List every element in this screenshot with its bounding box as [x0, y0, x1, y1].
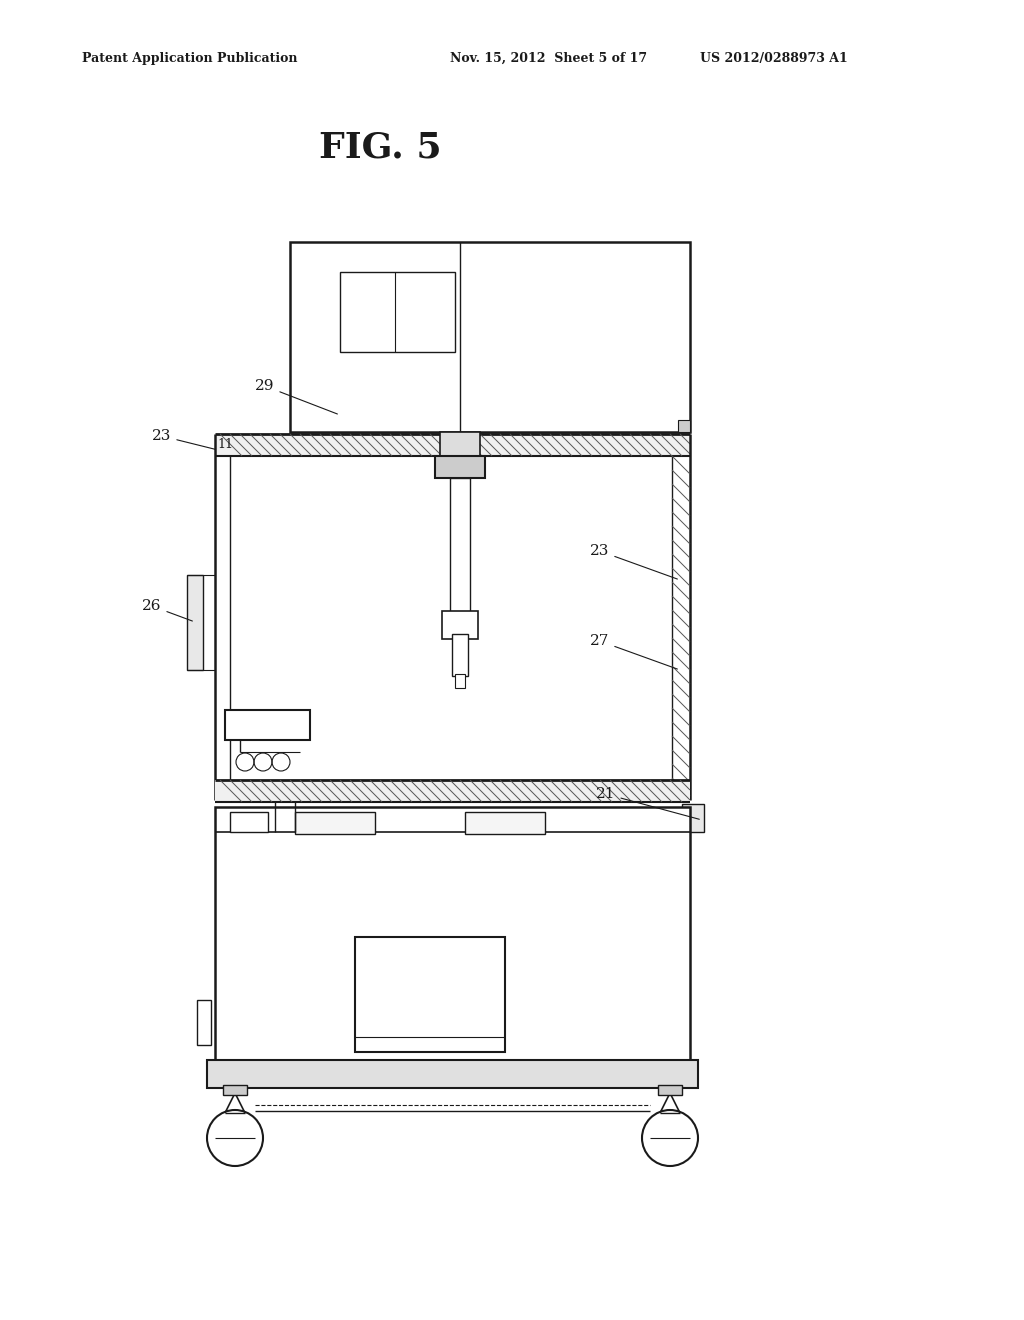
Bar [455, 675, 465, 688]
Text: 11: 11 [217, 438, 233, 451]
Bar [465, 812, 545, 834]
Bar [215, 780, 690, 803]
Text: Patent Application Publication: Patent Application Publication [82, 51, 298, 65]
Bar [340, 272, 455, 352]
Bar [442, 611, 478, 639]
Text: Nov. 15, 2012  Sheet 5 of 17: Nov. 15, 2012 Sheet 5 of 17 [450, 51, 647, 65]
Text: 21: 21 [596, 787, 699, 820]
Bar [355, 937, 505, 1052]
Text: US 2012/0288973 A1: US 2012/0288973 A1 [700, 51, 848, 65]
Bar [215, 434, 690, 455]
Bar [658, 1085, 682, 1096]
Bar [678, 420, 690, 432]
Bar [452, 634, 468, 676]
Bar [223, 1085, 247, 1096]
Bar [215, 807, 690, 1060]
Text: 23: 23 [152, 429, 215, 449]
Bar [435, 455, 485, 478]
Text: 23: 23 [590, 544, 678, 579]
Bar [450, 478, 470, 618]
Bar [230, 812, 268, 832]
Bar [197, 1001, 211, 1045]
Bar [187, 576, 203, 671]
Text: 26: 26 [142, 599, 193, 620]
Text: FIG. 5: FIG. 5 [318, 129, 441, 164]
Bar [290, 242, 690, 432]
Bar [682, 804, 705, 832]
Text: 27: 27 [590, 634, 678, 669]
Text: 29: 29 [255, 379, 337, 414]
Bar [225, 710, 310, 741]
Bar [207, 1060, 698, 1088]
Bar [440, 432, 480, 458]
Bar [295, 812, 375, 834]
